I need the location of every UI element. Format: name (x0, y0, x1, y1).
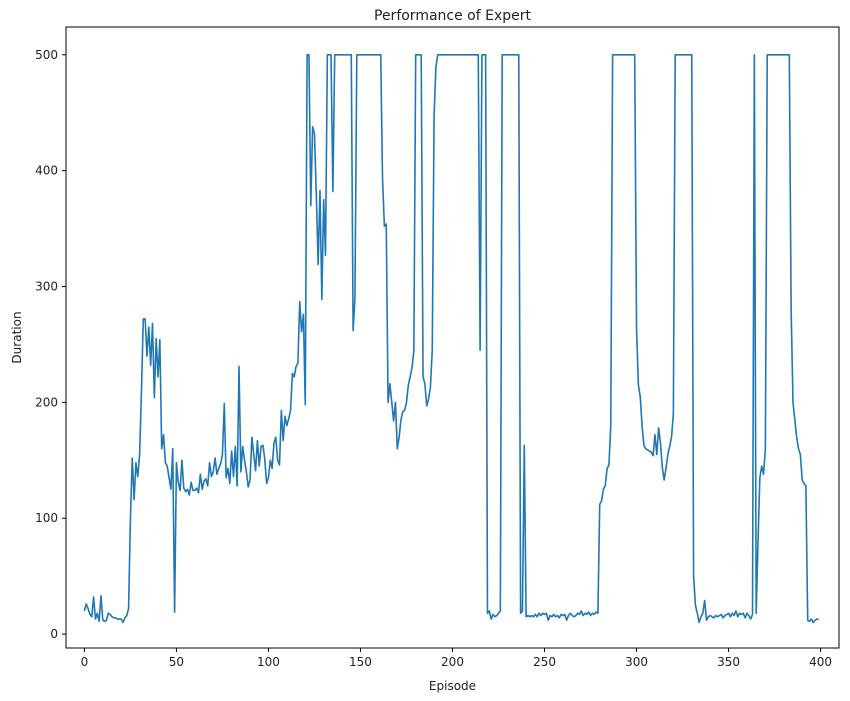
y-tick-label: 300 (35, 280, 58, 294)
chart-title: Performance of Expert (374, 8, 531, 24)
x-tick-label: 350 (717, 655, 740, 669)
x-tick-label: 50 (169, 655, 184, 669)
x-axis-label: Episode (429, 679, 476, 693)
y-axis-label: Duration (10, 311, 24, 363)
x-tick-label: 400 (809, 655, 832, 669)
y-tick-label: 200 (35, 395, 58, 409)
x-tick-label: 200 (441, 655, 464, 669)
x-axis: 0 50 100 150 200 250 300 350 400 (81, 648, 832, 669)
x-tick-label: 100 (257, 655, 280, 669)
series-layer (83, 54, 819, 624)
y-axis: 0 100 200 300 400 500 (35, 48, 66, 641)
x-tick-label: 150 (349, 655, 372, 669)
x-tick-label: 0 (81, 655, 89, 669)
y-tick-label: 100 (35, 511, 58, 525)
y-tick-label: 400 (35, 164, 58, 178)
x-tick-label: 250 (533, 655, 556, 669)
x-tick-label: 300 (625, 655, 648, 669)
y-tick-label: 0 (50, 627, 58, 641)
y-tick-label: 500 (35, 48, 58, 62)
series-line (83, 54, 819, 624)
